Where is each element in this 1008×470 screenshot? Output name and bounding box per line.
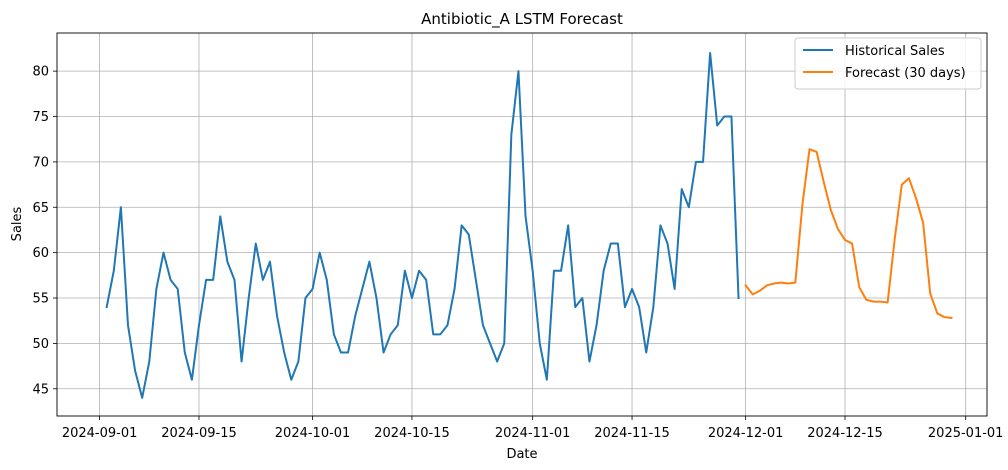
x-tick-label: 2024-10-15 [374,426,450,441]
x-tick-label: 2024-10-01 [275,426,351,441]
y-tick-label: 80 [32,65,49,80]
y-tick-label: 75 [32,110,49,125]
y-tick-label: 70 [32,155,49,170]
x-tick-label: 2025-01-01 [928,426,1004,441]
chart-title: Antibiotic_A LSTM Forecast [421,10,623,29]
legend-label-forecast: Forecast (30 days) [845,66,966,81]
x-tick-label: 2024-11-01 [495,426,571,441]
y-tick-label: 60 [32,246,49,261]
x-axis-ticks: 2024-09-01 2024-09-15 2024-10-01 2024-10-15… [62,416,1004,441]
x-tick-label: 2024-09-15 [161,426,237,441]
x-tick-label: 2024-11-15 [594,426,670,441]
y-tick-label: 45 [32,382,49,397]
x-tick-label: 2024-12-01 [708,426,784,441]
plot-frame [56,32,988,417]
x-axis-label: Date [506,447,537,462]
y-axis-label: Sales [10,206,25,241]
legend-box [794,37,982,90]
series-line-forecast [744,148,953,320]
x-tick-label: 2024-12-15 [807,426,883,441]
legend: Historical Sales Forecast (30 days) [794,37,982,90]
legend-label-historical: Historical Sales [845,44,945,59]
x-tick-label: 2024-09-01 [62,426,138,441]
y-axis-ticks: 45 50 55 60 65 70 75 80 [32,65,57,397]
y-tick-label: 55 [32,292,49,307]
series-layer [105,51,953,399]
series-line-historical [105,51,740,399]
y-tick-label: 65 [32,201,49,216]
y-tick-label: 50 [32,337,49,352]
